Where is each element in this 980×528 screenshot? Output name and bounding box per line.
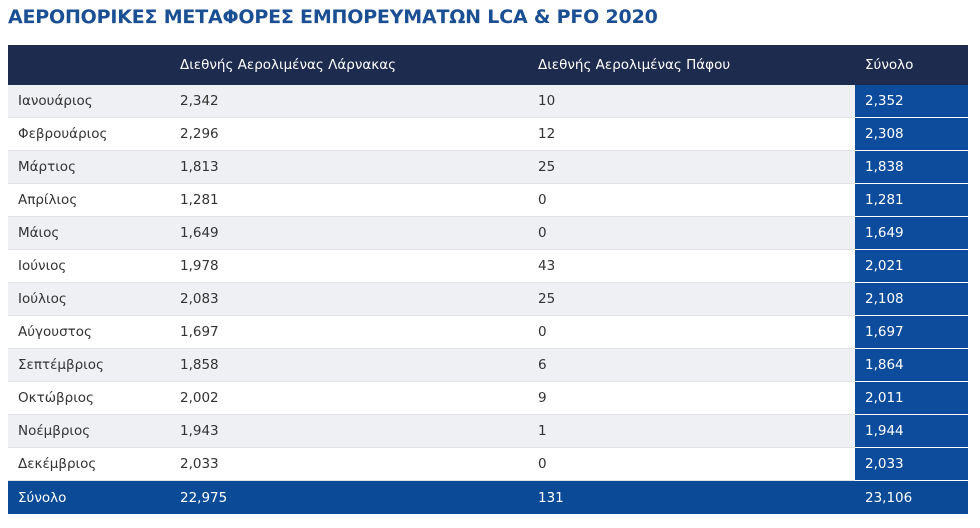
value-cell: 6 xyxy=(528,348,855,382)
month-cell: Απρίλιος xyxy=(8,183,170,217)
month-cell: Ιανουάριος xyxy=(8,85,170,118)
value-cell: 2,033 xyxy=(170,447,528,481)
table-row: Απρίλιος 1,281 0 1,281 xyxy=(8,183,968,217)
total-cell: 2,308 xyxy=(855,117,968,151)
value-cell: 1,858 xyxy=(170,348,528,382)
table-row: Ιούλιος 2,083 25 2,108 xyxy=(8,282,968,316)
total-cell: 1,281 xyxy=(855,183,968,217)
footer-cell: Σύνολο xyxy=(8,480,170,514)
total-cell: 2,033 xyxy=(855,447,968,481)
table-footer: Σύνολο 22,975 131 23,106 xyxy=(8,480,968,514)
value-cell: 0 xyxy=(528,183,855,217)
footer-cell: 131 xyxy=(528,480,855,514)
table-row: Οκτώβριος 2,002 9 2,011 xyxy=(8,381,968,415)
value-cell: 10 xyxy=(528,85,855,118)
total-cell: 1,864 xyxy=(855,348,968,382)
table-row: Φεβρουάριος 2,296 12 2,308 xyxy=(8,117,968,151)
value-cell: 9 xyxy=(528,381,855,415)
value-cell: 1,649 xyxy=(170,216,528,250)
value-cell: 25 xyxy=(528,150,855,184)
footer-cell: 22,975 xyxy=(170,480,528,514)
header-cell: Διεθνής Αερολιμένας Πάφου xyxy=(528,45,855,85)
value-cell: 1,281 xyxy=(170,183,528,217)
total-cell: 2,108 xyxy=(855,282,968,316)
value-cell: 43 xyxy=(528,249,855,283)
table-body: Ιανουάριος 2,342 10 2,352 Φεβρουάριος 2,296 12… xyxy=(8,85,968,481)
value-cell: 1,697 xyxy=(170,315,528,349)
value-cell: 0 xyxy=(528,447,855,481)
header-cell: Διεθνής Αερολιμένας Λάρνακας xyxy=(170,45,528,85)
month-cell: Νοέμβριος xyxy=(8,414,170,448)
value-cell: 1,943 xyxy=(170,414,528,448)
footer-row: Σύνολο 22,975 131 23,106 xyxy=(8,480,968,514)
header-row: Διεθνής Αερολιμένας Λάρνακας Διεθνής Αερο… xyxy=(8,45,968,85)
table-row: Ιανουάριος 2,342 10 2,352 xyxy=(8,85,968,118)
month-cell: Φεβρουάριος xyxy=(8,117,170,151)
total-cell: 2,021 xyxy=(855,249,968,283)
total-cell: 2,352 xyxy=(855,85,968,118)
page-title: ΑΕΡΟΠΟΡΙΚΕΣ ΜΕΤΑΦΟΡΕΣ ΕΜΠΟΡΕΥΜΑΤΩΝ LCA &… xyxy=(8,6,658,28)
cargo-table: Διεθνής Αερολιμένας Λάρνακας Διεθνής Αερο… xyxy=(8,45,968,514)
month-cell: Δεκέμβριος xyxy=(8,447,170,481)
value-cell: 0 xyxy=(528,315,855,349)
month-cell: Ιούλιος xyxy=(8,282,170,316)
value-cell: 2,342 xyxy=(170,85,528,118)
value-cell: 1,813 xyxy=(170,150,528,184)
total-cell: 2,011 xyxy=(855,381,968,415)
total-cell: 1,649 xyxy=(855,216,968,250)
value-cell: 0 xyxy=(528,216,855,250)
table-header: Διεθνής Αερολιμένας Λάρνακας Διεθνής Αερο… xyxy=(8,45,968,85)
total-cell: 1,944 xyxy=(855,414,968,448)
header-cell xyxy=(8,45,170,85)
value-cell: 2,083 xyxy=(170,282,528,316)
value-cell: 1,978 xyxy=(170,249,528,283)
header-cell: Σύνολο xyxy=(855,45,968,85)
month-cell: Οκτώβριος xyxy=(8,381,170,415)
value-cell: 12 xyxy=(528,117,855,151)
value-cell: 25 xyxy=(528,282,855,316)
month-cell: Αύγουστος xyxy=(8,315,170,349)
table-row: Αύγουστος 1,697 0 1,697 xyxy=(8,315,968,349)
total-cell: 1,697 xyxy=(855,315,968,349)
value-cell: 1 xyxy=(528,414,855,448)
month-cell: Σεπτέμβριος xyxy=(8,348,170,382)
table-row: Μάρτιος 1,813 25 1,838 xyxy=(8,150,968,184)
footer-cell: 23,106 xyxy=(855,480,968,514)
table-row: Δεκέμβριος 2,033 0 2,033 xyxy=(8,447,968,481)
table-row: Ιούνιος 1,978 43 2,021 xyxy=(8,249,968,283)
value-cell: 2,002 xyxy=(170,381,528,415)
total-cell: 1,838 xyxy=(855,150,968,184)
value-cell: 2,296 xyxy=(170,117,528,151)
month-cell: Μάιος xyxy=(8,216,170,250)
month-cell: Μάρτιος xyxy=(8,150,170,184)
table-row: Σεπτέμβριος 1,858 6 1,864 xyxy=(8,348,968,382)
month-cell: Ιούνιος xyxy=(8,249,170,283)
table-row: Νοέμβριος 1,943 1 1,944 xyxy=(8,414,968,448)
table-row: Μάιος 1,649 0 1,649 xyxy=(8,216,968,250)
